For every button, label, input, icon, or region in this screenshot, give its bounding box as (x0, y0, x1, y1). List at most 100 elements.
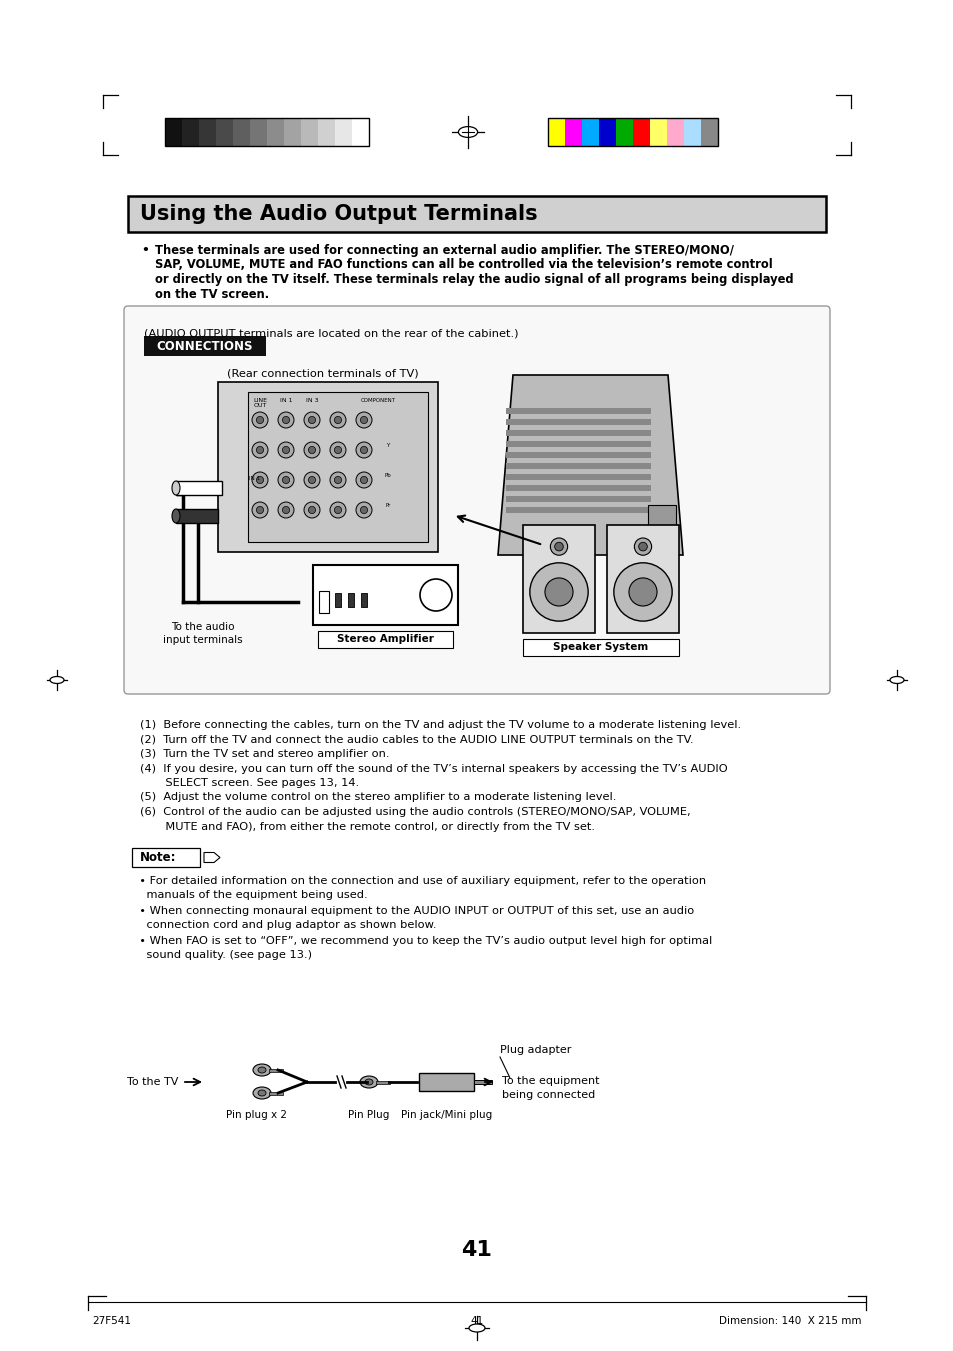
Circle shape (360, 446, 367, 454)
Bar (647, 505, 676, 550)
Text: SAP, VOLUME, MUTE and FAO functions can all be controlled via the television’s r: SAP, VOLUME, MUTE and FAO functions can … (154, 258, 772, 272)
Circle shape (335, 507, 341, 513)
Bar (505, 408, 650, 413)
Text: Using the Audio Output Terminals: Using the Audio Output Terminals (140, 204, 537, 224)
Circle shape (277, 471, 294, 488)
Circle shape (308, 416, 315, 424)
Bar (132, 848, 200, 867)
Ellipse shape (50, 677, 64, 684)
Bar (505, 485, 650, 490)
Text: Stereo Amplifier: Stereo Amplifier (336, 635, 434, 644)
Bar (269, 1069, 283, 1071)
Bar (505, 419, 650, 426)
Text: on the TV screen.: on the TV screen. (154, 288, 269, 300)
Bar (505, 453, 650, 458)
Bar (128, 196, 825, 232)
Circle shape (360, 477, 367, 484)
Bar (335, 593, 340, 607)
Circle shape (304, 503, 319, 517)
Circle shape (613, 563, 672, 621)
Ellipse shape (257, 1067, 266, 1073)
Text: IN 1: IN 1 (279, 399, 292, 403)
Bar (165, 118, 369, 146)
Bar (175, 481, 222, 494)
Bar (616, 118, 633, 146)
Text: input terminals: input terminals (163, 635, 243, 644)
Bar (313, 565, 457, 626)
Bar (144, 336, 266, 357)
Circle shape (256, 477, 263, 484)
Text: Y: Y (386, 443, 389, 449)
Text: OUT: OUT (253, 403, 267, 408)
Text: •: • (141, 245, 149, 257)
Bar (683, 118, 700, 146)
Text: Note:: Note: (140, 851, 176, 865)
Text: • When FAO is set to “OFF”, we recommend you to keep the TV’s audio output level: • When FAO is set to “OFF”, we recommend… (132, 936, 712, 946)
Circle shape (529, 563, 588, 621)
Text: Pin plug x 2: Pin plug x 2 (226, 1111, 287, 1120)
Text: Speaker System: Speaker System (553, 643, 648, 653)
Ellipse shape (172, 481, 180, 494)
Circle shape (638, 542, 647, 551)
Polygon shape (497, 376, 682, 555)
Circle shape (256, 446, 263, 454)
Circle shape (252, 442, 268, 458)
FancyBboxPatch shape (124, 305, 829, 694)
Text: (Rear connection terminals of TV): (Rear connection terminals of TV) (227, 367, 418, 378)
Circle shape (252, 471, 268, 488)
Text: being connected: being connected (501, 1090, 595, 1100)
Circle shape (360, 416, 367, 424)
Bar (267, 118, 284, 146)
Text: Plug adapter: Plug adapter (499, 1046, 571, 1055)
Bar (505, 507, 650, 513)
Bar (269, 1092, 283, 1094)
Ellipse shape (889, 677, 903, 684)
Circle shape (308, 477, 315, 484)
Circle shape (282, 477, 290, 484)
Text: To the audio: To the audio (172, 621, 234, 632)
Text: Pin jack/Mini plug: Pin jack/Mini plug (400, 1111, 492, 1120)
Circle shape (335, 416, 341, 424)
Text: (6)  Control of the audio can be adjusted using the audio controls (STEREO/MONO/: (6) Control of the audio can be adjusted… (140, 807, 690, 817)
Bar (505, 430, 650, 436)
Text: 41: 41 (470, 1316, 483, 1325)
Bar (522, 526, 595, 634)
Ellipse shape (172, 509, 180, 523)
Bar (335, 118, 352, 146)
Circle shape (304, 412, 319, 428)
Text: COMPONENT: COMPONENT (360, 399, 395, 403)
Bar (318, 590, 329, 613)
Text: These terminals are used for connecting an external audio amplifier. The STEREO/: These terminals are used for connecting … (154, 245, 733, 257)
Circle shape (252, 412, 268, 428)
Bar (505, 496, 650, 503)
Ellipse shape (469, 1324, 484, 1332)
Circle shape (256, 416, 263, 424)
Circle shape (277, 412, 294, 428)
Bar (360, 593, 367, 607)
Text: (AUDIO OUTPUT terminals are located on the rear of the cabinet.): (AUDIO OUTPUT terminals are located on t… (144, 328, 518, 338)
Circle shape (355, 471, 372, 488)
Ellipse shape (458, 127, 477, 138)
Bar (248, 392, 428, 542)
Text: (2)  Turn off the TV and connect the audio cables to the AUDIO LINE OUTPUT termi: (2) Turn off the TV and connect the audi… (140, 735, 693, 744)
Bar (218, 382, 437, 553)
Text: To the TV: To the TV (127, 1077, 178, 1088)
Bar (547, 118, 564, 146)
Circle shape (308, 507, 315, 513)
Bar (348, 593, 354, 607)
Bar (233, 118, 250, 146)
Bar (564, 118, 581, 146)
Bar (505, 440, 650, 447)
Text: Dimension: 140  X 215 mm: Dimension: 140 X 215 mm (719, 1316, 862, 1325)
Circle shape (550, 538, 567, 555)
Bar (418, 1073, 474, 1092)
Text: CONNECTIONS: CONNECTIONS (156, 339, 253, 353)
Circle shape (282, 416, 290, 424)
Bar (317, 118, 335, 146)
Circle shape (330, 412, 346, 428)
Text: 41: 41 (461, 1240, 492, 1260)
Text: or directly on the TV itself. These terminals relay the audio signal of all prog: or directly on the TV itself. These term… (154, 273, 793, 286)
Bar (598, 118, 616, 146)
Text: (1)  Before connecting the cables, turn on the TV and adjust the TV volume to a : (1) Before connecting the cables, turn o… (140, 720, 740, 730)
Circle shape (335, 446, 341, 454)
